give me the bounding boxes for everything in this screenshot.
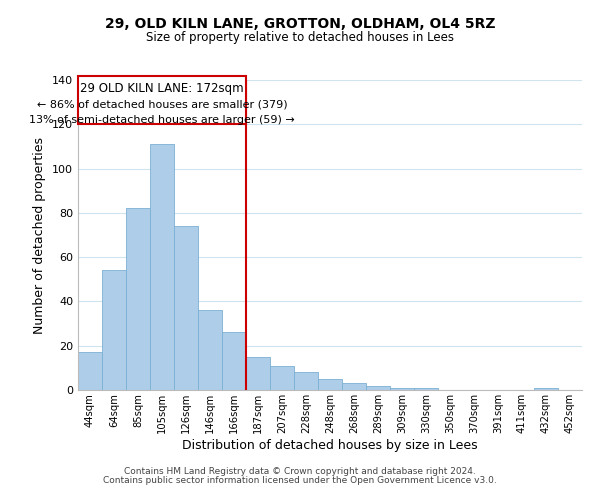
Bar [534, 388, 558, 390]
Bar [102, 270, 126, 390]
Bar [342, 384, 366, 390]
Text: Contains HM Land Registry data © Crown copyright and database right 2024.: Contains HM Land Registry data © Crown c… [124, 467, 476, 476]
Bar [78, 352, 102, 390]
Bar [246, 357, 270, 390]
FancyBboxPatch shape [78, 76, 246, 124]
Text: ← 86% of detached houses are smaller (379): ← 86% of detached houses are smaller (37… [37, 100, 287, 110]
X-axis label: Distribution of detached houses by size in Lees: Distribution of detached houses by size … [182, 438, 478, 452]
Bar [390, 388, 414, 390]
Bar [366, 386, 390, 390]
Bar [414, 388, 438, 390]
Text: Size of property relative to detached houses in Lees: Size of property relative to detached ho… [146, 31, 454, 44]
Bar [270, 366, 294, 390]
Bar [198, 310, 222, 390]
Text: 13% of semi-detached houses are larger (59) →: 13% of semi-detached houses are larger (… [29, 115, 295, 125]
Bar [174, 226, 198, 390]
Bar [150, 144, 174, 390]
Bar [294, 372, 318, 390]
Text: 29 OLD KILN LANE: 172sqm: 29 OLD KILN LANE: 172sqm [80, 82, 244, 96]
Text: 29, OLD KILN LANE, GROTTON, OLDHAM, OL4 5RZ: 29, OLD KILN LANE, GROTTON, OLDHAM, OL4 … [105, 18, 495, 32]
Text: Contains public sector information licensed under the Open Government Licence v3: Contains public sector information licen… [103, 476, 497, 485]
Bar [126, 208, 150, 390]
Bar [222, 332, 246, 390]
Y-axis label: Number of detached properties: Number of detached properties [34, 136, 46, 334]
Bar [318, 379, 342, 390]
